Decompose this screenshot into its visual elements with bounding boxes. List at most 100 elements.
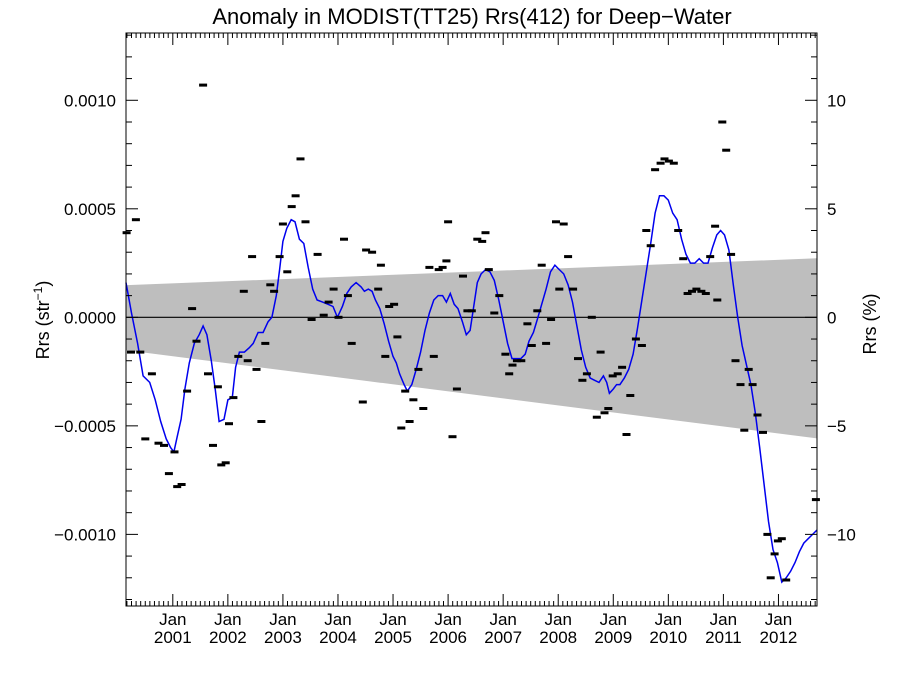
data-point — [340, 237, 348, 241]
data-point — [587, 315, 596, 319]
data-point — [164, 472, 173, 476]
data-point — [209, 443, 217, 447]
data-point — [414, 367, 423, 371]
data-point — [136, 350, 145, 354]
data-point — [296, 157, 305, 161]
data-point — [442, 259, 451, 263]
data-point — [177, 483, 186, 486]
data-point — [438, 265, 447, 269]
data-point — [555, 287, 564, 291]
data-point — [596, 350, 605, 354]
data-point — [381, 354, 390, 358]
data-point — [319, 313, 328, 317]
data-point — [160, 443, 168, 447]
data-point — [740, 428, 749, 432]
data-point — [204, 372, 212, 376]
data-point — [692, 287, 701, 291]
data-point — [409, 398, 418, 402]
data-point — [192, 339, 201, 343]
x-tick-label-month: Jan — [655, 610, 682, 629]
data-point — [266, 283, 275, 287]
x-tick-label-month: Jan — [545, 610, 572, 629]
data-point — [527, 344, 536, 347]
x-tick-label-month: Jan — [324, 610, 351, 629]
x-tick-label-month: Jan — [765, 610, 792, 629]
data-point — [141, 437, 150, 441]
data-point — [574, 357, 582, 361]
x-tick-label-year: 2002 — [209, 628, 247, 647]
x-tick-label-month: Jan — [600, 610, 627, 629]
data-point — [713, 298, 722, 302]
x-tick-label-year: 2012 — [760, 628, 798, 647]
data-point — [221, 461, 230, 465]
x-tick-label-year: 2003 — [264, 628, 302, 647]
data-point — [669, 161, 678, 165]
x-tick-label-year: 2005 — [374, 628, 412, 647]
data-point — [429, 354, 438, 358]
data-point — [711, 224, 720, 228]
data-point — [459, 274, 467, 278]
data-point — [183, 389, 192, 393]
data-point — [656, 161, 665, 165]
data-point — [651, 168, 660, 172]
data-point — [626, 394, 635, 397]
y-right-tick-label: 5 — [827, 200, 836, 219]
data-point — [706, 255, 715, 259]
data-point — [287, 205, 296, 209]
data-point — [517, 359, 526, 363]
data-point — [646, 244, 655, 248]
y-right-tick-label: 10 — [827, 91, 846, 110]
data-point — [419, 407, 428, 410]
data-point — [270, 289, 279, 293]
data-point — [213, 385, 222, 389]
data-point — [376, 263, 385, 267]
data-point — [291, 194, 300, 198]
data-point — [397, 426, 406, 430]
data-point — [505, 372, 514, 376]
data-point — [674, 229, 683, 232]
data-point — [770, 552, 779, 556]
data-point — [307, 318, 316, 321]
y-axis-left-label-sup: −1 — [31, 286, 45, 300]
data-point — [229, 396, 238, 400]
data-point — [495, 294, 504, 298]
data-point — [552, 220, 560, 224]
data-point — [578, 378, 587, 382]
x-tick-label-month: Jan — [434, 610, 461, 629]
data-point — [484, 268, 493, 272]
data-point — [343, 294, 352, 298]
chart-title: Anomaly in MODIST(TT25) Rrs(412) for Dee… — [212, 4, 731, 29]
data-point — [718, 120, 727, 124]
x-tick-label-month: Jan — [269, 610, 296, 629]
x-tick-label-month: Jan — [710, 610, 737, 629]
data-point — [217, 463, 226, 467]
x-tick-label-year: 2011 — [705, 628, 742, 647]
data-point — [283, 270, 292, 274]
data-point — [481, 231, 490, 235]
data-point — [777, 537, 786, 541]
x-tick-label-year: 2001 — [154, 628, 192, 647]
x-tick-label-year: 2004 — [319, 628, 357, 647]
smoothed-anomaly-line — [125, 195, 818, 584]
data-point — [313, 252, 322, 256]
data-point — [434, 268, 443, 272]
data-point — [405, 420, 414, 423]
data-point — [127, 350, 135, 354]
x-tick-label-year: 2010 — [649, 628, 687, 647]
y-right-tick-label: −10 — [827, 525, 856, 544]
data-point — [374, 287, 383, 291]
data-point — [664, 159, 673, 163]
data-point — [782, 578, 791, 582]
data-point — [324, 300, 333, 304]
data-point — [613, 372, 622, 376]
y-axis-left-label-close: ) — [33, 281, 53, 287]
data-point — [393, 335, 402, 339]
data-point — [390, 302, 399, 306]
data-points-layer — [122, 83, 820, 582]
data-point — [748, 383, 757, 387]
data-point — [547, 318, 556, 321]
data-point — [688, 289, 696, 293]
data-point — [642, 229, 651, 232]
data-point — [452, 387, 461, 391]
